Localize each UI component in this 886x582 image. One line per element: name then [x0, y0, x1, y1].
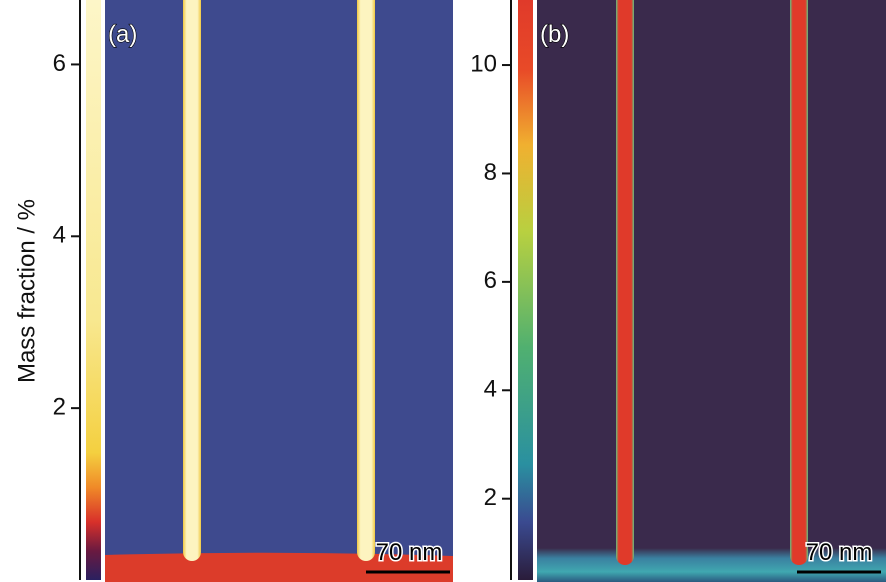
panel-label: (b)	[540, 21, 569, 48]
rod	[616, 0, 634, 565]
colorbar	[86, 0, 101, 580]
tick-label: 6	[484, 267, 497, 294]
tick-label: 2	[53, 393, 66, 420]
panel-label: (a)	[108, 21, 137, 48]
rod	[790, 0, 808, 565]
tick-label: 10	[470, 50, 497, 77]
rod	[357, 0, 375, 561]
panel-image	[105, 0, 453, 582]
scale-bar-label: 70 nm	[806, 539, 873, 566]
scale-bar-label: 70 nm	[376, 539, 443, 566]
y-axis-label: Mass fraction / %	[13, 199, 40, 383]
tick-label: 2	[484, 484, 497, 511]
rod	[183, 0, 201, 561]
panel-image	[537, 0, 886, 582]
colorbar	[518, 0, 533, 580]
tick-label: 8	[484, 159, 497, 186]
tick-label: 4	[53, 222, 66, 249]
tick-label: 4	[484, 376, 497, 403]
substrate	[537, 548, 886, 582]
tick-label: 6	[53, 50, 66, 77]
